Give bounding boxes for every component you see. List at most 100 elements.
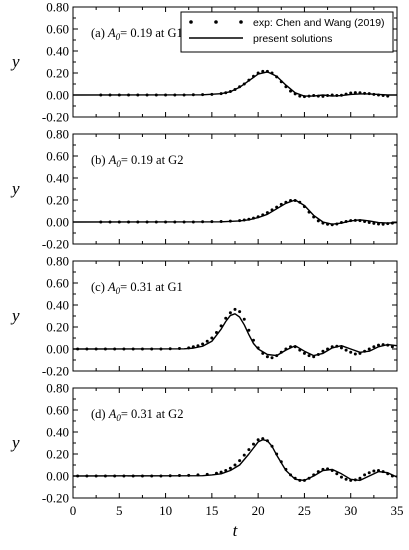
exp-data-point [205,472,209,476]
y-axis-label: y [10,179,20,198]
exp-data-point [386,343,390,347]
exp-data-point [150,474,154,478]
exp-data-point [140,347,144,351]
exp-data-point [312,473,316,477]
x-tick-label: 35 [391,503,404,518]
exp-data-point [376,343,380,347]
exp-data-point [326,222,330,226]
exp-data-point [177,346,181,350]
exp-data-point [242,453,246,457]
exp-data-point [108,220,112,224]
exp-data-point [372,469,376,473]
exp-data-point [242,317,246,321]
y-tick-label: 0.20 [46,320,69,335]
exp-data-point [187,346,191,350]
exp-data-point [85,474,89,478]
exp-data-point [307,210,311,214]
exp-data-point [122,474,126,478]
exp-data-point [386,472,390,476]
y-tick-label: 0.40 [46,44,69,59]
exp-data-point [390,221,394,225]
exp-data-point [247,448,251,452]
exp-data-point [335,222,339,226]
exp-data-point [233,463,237,467]
exp-data-point [228,466,232,470]
exp-data-point [293,199,297,203]
exp-data-point [127,93,131,97]
panel-annotation: (a) A0= 0.19 at G1 [91,26,183,42]
exp-data-point [279,350,283,354]
exp-data-point [261,69,265,73]
plot-frame [72,133,398,245]
exp-data-point [316,470,320,474]
exp-data-point [219,324,223,328]
exp-data-point [131,347,135,351]
exp-data-point [390,345,394,349]
y-tick-label: 0.40 [46,298,69,313]
exp-data-point [219,470,223,474]
panel-b: 0.80 0.60 0.40 0.20 0.00 -0.20 y (b) A0= 0.19 a… [10,127,398,252]
exp-data-point [363,473,367,477]
y-axis-label: y [10,433,20,452]
exp-data-point [228,89,232,93]
exp-data-point [289,199,293,203]
exp-data-point [386,222,390,226]
legend-dot-marker [189,20,193,24]
exp-data-point [219,219,223,223]
exp-data-point [279,202,283,206]
exp-data-point [252,442,256,446]
exp-data-point [321,349,325,353]
exp-data-point [386,94,390,98]
exp-data-point [358,219,362,223]
exp-data-point [182,220,186,224]
exp-data-point [159,474,163,478]
exp-data-point [247,217,251,221]
exp-data-point [326,347,330,351]
exp-data-point [122,347,126,351]
y-tick-label: 0.00 [46,469,69,484]
exp-data-point [136,93,140,97]
exp-data-point [182,93,186,97]
exp-data-point [353,91,357,95]
exp-data-point [376,222,380,226]
y-tick-label: 0.20 [46,66,69,81]
y-tick-label: 0.60 [46,276,69,291]
y-tick-label: 0.60 [46,22,69,37]
exp-data-point [117,220,121,224]
exp-data-point [99,93,103,97]
exp-data-point [335,94,339,98]
x-axis-label: t [233,521,239,540]
legend-label: present solutions [253,33,332,45]
exp-data-point [275,452,279,456]
exp-data-point [316,219,320,223]
panel-a: 0.80 0.60 0.40 0.20 0.00 -0.20 y (a) A0= 0.19 a… [10,0,398,125]
exp-data-point [381,94,385,98]
exp-data-point [330,345,334,349]
y-tick-label: -0.20 [42,237,69,252]
exp-data-point [339,346,343,350]
exp-data-point [339,221,343,225]
exp-data-point [302,205,306,209]
exp-data-point [390,474,394,478]
exp-data-point [349,219,353,223]
exp-data-point [298,478,302,482]
exp-data-point [201,342,205,346]
exp-data-point [284,467,288,471]
exp-data-point [353,218,357,222]
exp-data-point [233,88,237,91]
exp-data-point [316,94,320,98]
exp-data-point [270,71,274,75]
exp-data-point [372,345,376,349]
exp-data-point [293,92,297,96]
plot-frame [72,260,398,372]
exp-data-point [228,219,232,223]
exp-data-point [85,347,89,351]
exp-data-point [261,351,265,355]
exp-data-point [298,348,302,352]
exp-data-point [358,476,362,480]
exp-data-point [335,472,339,476]
exp-data-point [279,80,283,84]
exp-data-point [94,347,98,351]
y-tick-label: 0.80 [46,254,69,269]
